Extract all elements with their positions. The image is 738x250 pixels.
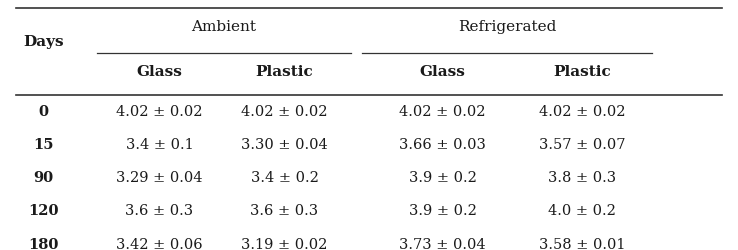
Text: Days: Days	[23, 35, 63, 49]
Text: 0: 0	[38, 105, 48, 119]
Text: 3.73 ± 0.04: 3.73 ± 0.04	[399, 238, 486, 250]
Text: 4.02 ± 0.02: 4.02 ± 0.02	[241, 105, 328, 119]
Text: 3.57 ± 0.07: 3.57 ± 0.07	[539, 138, 626, 152]
Text: 180: 180	[28, 238, 58, 250]
Text: 4.02 ± 0.02: 4.02 ± 0.02	[539, 105, 626, 119]
Text: 3.4 ± 0.1: 3.4 ± 0.1	[125, 138, 193, 152]
Text: Plastic: Plastic	[255, 65, 314, 79]
Text: Plastic: Plastic	[554, 65, 611, 79]
Text: 4.0 ± 0.2: 4.0 ± 0.2	[548, 204, 616, 218]
Text: 3.19 ± 0.02: 3.19 ± 0.02	[241, 238, 328, 250]
Text: 120: 120	[28, 204, 58, 218]
Text: 3.9 ± 0.2: 3.9 ± 0.2	[409, 171, 477, 185]
Text: 3.4 ± 0.2: 3.4 ± 0.2	[250, 171, 318, 185]
Text: 15: 15	[33, 138, 54, 152]
Text: 3.30 ± 0.04: 3.30 ± 0.04	[241, 138, 328, 152]
Text: 3.6 ± 0.3: 3.6 ± 0.3	[125, 204, 193, 218]
Text: Glass: Glass	[137, 65, 182, 79]
Text: 3.8 ± 0.3: 3.8 ± 0.3	[548, 171, 616, 185]
Text: 3.6 ± 0.3: 3.6 ± 0.3	[250, 204, 319, 218]
Text: Refrigerated: Refrigerated	[458, 20, 556, 34]
Text: 3.29 ± 0.04: 3.29 ± 0.04	[116, 171, 203, 185]
Text: Glass: Glass	[420, 65, 466, 79]
Text: 3.58 ± 0.01: 3.58 ± 0.01	[539, 238, 626, 250]
Text: 3.9 ± 0.2: 3.9 ± 0.2	[409, 204, 477, 218]
Text: 90: 90	[33, 171, 53, 185]
Text: Ambient: Ambient	[191, 20, 256, 34]
Text: 3.66 ± 0.03: 3.66 ± 0.03	[399, 138, 486, 152]
Text: 4.02 ± 0.02: 4.02 ± 0.02	[399, 105, 486, 119]
Text: 3.42 ± 0.06: 3.42 ± 0.06	[116, 238, 203, 250]
Text: 4.02 ± 0.02: 4.02 ± 0.02	[116, 105, 203, 119]
